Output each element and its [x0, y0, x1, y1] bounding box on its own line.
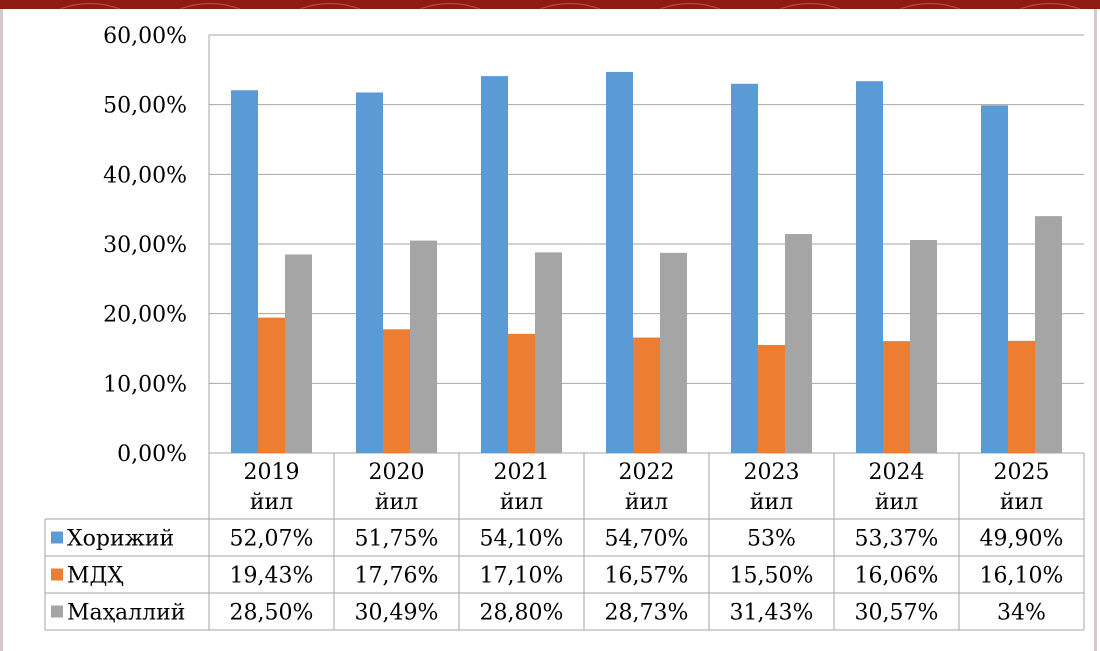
bar — [508, 333, 535, 453]
x-category-label: 2024 — [869, 460, 925, 485]
table-value: 16,10% — [980, 564, 1064, 589]
bar — [383, 329, 410, 453]
table-value: 54,70% — [605, 527, 689, 552]
table-value: 30,57% — [855, 601, 939, 626]
bar — [785, 234, 812, 453]
legend-series-name: Маҳаллий — [67, 601, 185, 626]
x-category-label: йил — [625, 490, 668, 515]
bar — [758, 345, 785, 453]
x-category-label: 2022 — [619, 460, 675, 485]
y-tick-label: 20,00% — [103, 303, 187, 328]
x-category-label: йил — [1000, 490, 1043, 515]
bar — [660, 252, 687, 453]
table-value: 31,43% — [730, 601, 814, 626]
decorative-header-band — [0, 0, 1100, 9]
gridlines — [209, 34, 1084, 454]
table-value: 17,76% — [355, 564, 439, 589]
bar — [1035, 216, 1062, 453]
left-border-rule — [0, 9, 3, 651]
y-tick-label: 30,00% — [103, 233, 187, 258]
y-tick-label: 50,00% — [103, 94, 187, 119]
right-border-rule — [1094, 9, 1097, 651]
x-category-label: йил — [250, 490, 293, 515]
bar — [258, 317, 285, 453]
legend-key-2 — [51, 568, 63, 581]
x-category-label: йил — [375, 490, 418, 515]
legend-key-1 — [51, 531, 63, 544]
header-ornament — [59, 2, 1081, 9]
x-category-label: йил — [875, 490, 918, 515]
bar — [883, 341, 910, 453]
table-value: 16,57% — [605, 564, 689, 589]
legend-key-3 — [51, 605, 63, 618]
y-tick-label: 0,00% — [117, 442, 187, 467]
x-category-label: 2020 — [369, 460, 425, 485]
table-value: 53,37% — [855, 527, 939, 552]
y-tick-label: 40,00% — [103, 163, 187, 188]
legend-series-name: Хорижий — [67, 527, 174, 552]
bar — [535, 252, 562, 453]
bar — [856, 81, 883, 454]
table-value: 30,49% — [355, 601, 439, 626]
x-category-label: йил — [500, 490, 543, 515]
bar — [731, 83, 758, 454]
table-value: 49,90% — [980, 527, 1064, 552]
bars — [231, 71, 1062, 454]
table-value: 34% — [997, 601, 1046, 626]
bar — [410, 240, 437, 453]
table-value: 28,73% — [605, 601, 689, 626]
bar — [481, 76, 508, 453]
bar — [633, 337, 660, 453]
bar — [1008, 340, 1035, 453]
x-category-label: 2025 — [994, 460, 1050, 485]
bar — [231, 90, 258, 453]
table-value: 16,06% — [855, 564, 939, 589]
bar — [356, 92, 383, 453]
legend-series-name: МДҲ — [67, 564, 123, 589]
table-value: 53% — [747, 527, 796, 552]
y-tick-label: 10,00% — [103, 372, 187, 397]
table-value: 28,50% — [230, 601, 314, 626]
table-value: 17,10% — [480, 564, 564, 589]
y-axis: 0,00% 10,00% 20,00% 30,00% 40,00% 50,00% 60,00… — [103, 24, 210, 467]
x-category-label: йил — [750, 490, 793, 515]
table-value: 52,07% — [230, 527, 314, 552]
x-category-label: 2023 — [744, 460, 800, 485]
table-value: 54,10% — [480, 527, 564, 552]
bar — [285, 254, 312, 453]
table-value: 28,80% — [480, 601, 564, 626]
bar — [981, 105, 1008, 453]
x-category-label: 2019 — [244, 460, 300, 485]
x-category-label: 2021 — [494, 460, 550, 485]
bar — [910, 240, 937, 453]
y-tick-label: 60,00% — [103, 24, 187, 49]
table-value: 51,75% — [355, 527, 439, 552]
table-value: 19,43% — [230, 564, 314, 589]
bar — [606, 71, 633, 453]
data-table: 2019 йил 2020 йил 2021 йил 2022 йил 2023 йил 2024 й… — [44, 453, 1085, 631]
table-value: 15,50% — [730, 564, 814, 589]
